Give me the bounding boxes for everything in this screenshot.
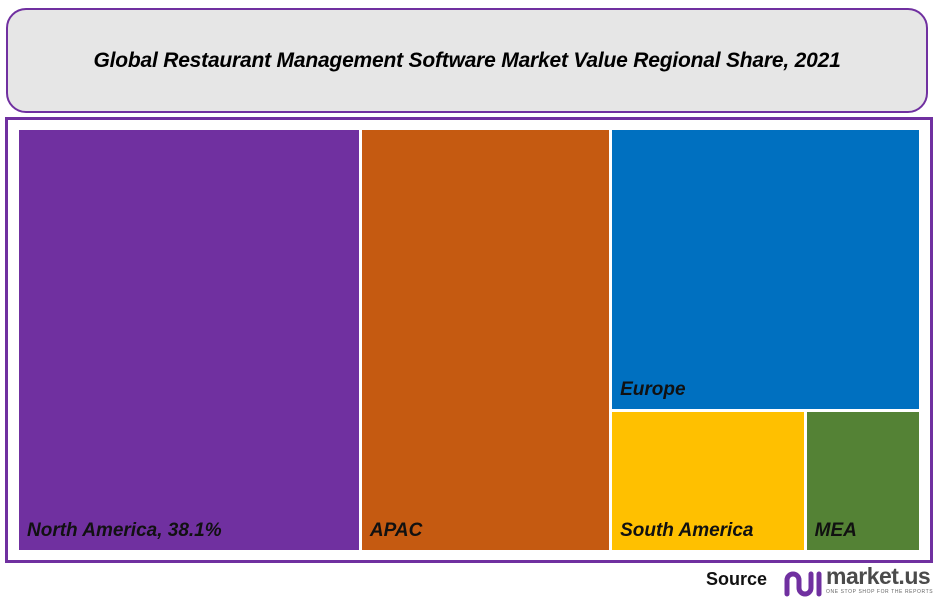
- chart-title-box: Global Restaurant Management Software Ma…: [6, 8, 928, 113]
- chart-title: Global Restaurant Management Software Ma…: [93, 48, 841, 72]
- treemap-label: MEA: [814, 519, 857, 541]
- logo-tagline: ONE STOP SHOP FOR THE REPORTS: [826, 589, 934, 595]
- treemap-label: South America: [620, 519, 754, 541]
- treemap-label: North America, 38.1%: [27, 520, 222, 541]
- treemap-cell-apac: APAC: [361, 130, 610, 550]
- treemap-cell-south-america: South America: [612, 412, 804, 550]
- treemap-label: APAC: [369, 520, 423, 541]
- treemap-cell-north-america: North America, 38.1%: [19, 130, 359, 550]
- market-us-logo-icon: [784, 571, 822, 597]
- treemap-cell-europe: Europe: [612, 130, 919, 410]
- source-label: Source: [706, 569, 768, 589]
- treemap-cell-mea: MEA: [806, 412, 919, 550]
- treemap-label: Europe: [620, 379, 686, 401]
- logo-text[interactable]: market.us: [826, 563, 931, 589]
